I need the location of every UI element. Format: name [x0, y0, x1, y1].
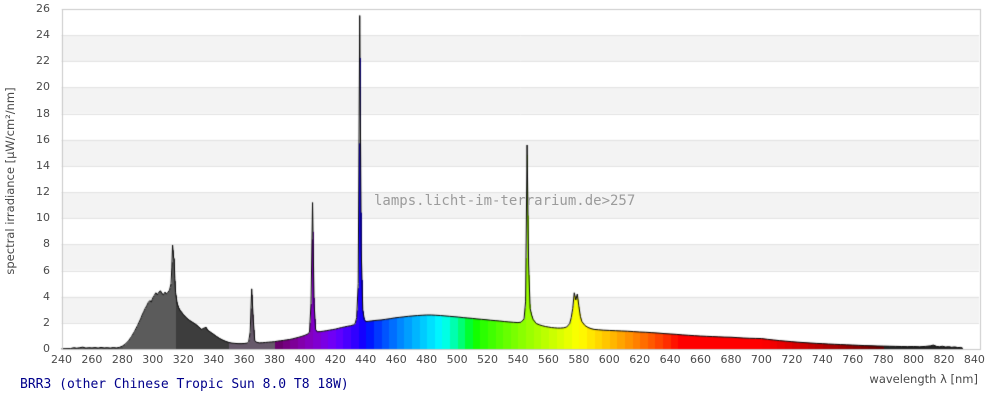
x-tick-label: 640: [659, 353, 681, 366]
y-tick-label: 22: [36, 54, 50, 68]
x-tick-label: 300: [142, 353, 164, 366]
watermark: lamps.licht-im-terrarium.de>257: [374, 193, 636, 209]
x-tick-label: 680: [720, 353, 742, 366]
y-tick-label: 18: [36, 106, 50, 120]
x-tick-label: 400: [294, 353, 316, 366]
x-tick-label: 700: [750, 353, 772, 366]
y-tick-label: 16: [36, 132, 50, 146]
x-tick-label: 360: [233, 353, 255, 366]
y-axis-title: spectral irradiance [µW/cm²/nm]: [3, 87, 17, 275]
x-tick-label: 840: [963, 353, 985, 366]
y-tick-label: 0: [43, 342, 50, 355]
y-tick-label: 6: [43, 263, 50, 277]
x-tick-label: 320: [172, 353, 194, 366]
x-tick-label: 760: [842, 353, 864, 366]
x-tick-label: 500: [446, 353, 468, 366]
x-tick-label: 240: [51, 353, 72, 366]
x-tick-label: 740: [811, 353, 833, 366]
x-tick-label: 540: [507, 353, 529, 366]
x-tick-label: 340: [203, 353, 225, 366]
x-tick-label: 440: [355, 353, 377, 366]
x-tick-label: 260: [81, 353, 103, 366]
x-tick-label: 460: [385, 353, 407, 366]
y-tick-label: 12: [36, 185, 50, 199]
x-tick-label: 600: [598, 353, 620, 366]
y-tick-label: 4: [43, 289, 50, 303]
x-tick-label: 420: [324, 353, 346, 366]
y-tick-label: 20: [36, 80, 50, 94]
y-tick-label: 2: [43, 315, 50, 329]
x-tick-label: 380: [264, 353, 286, 366]
x-tick-label: 780: [872, 353, 894, 366]
y-tick-label: 10: [36, 211, 50, 225]
x-tick-label: 720: [781, 353, 803, 366]
x-tick-label: 520: [477, 353, 499, 366]
x-tick-label: 580: [568, 353, 590, 366]
y-tick-label: 8: [43, 237, 50, 251]
x-tick-label: 480: [416, 353, 438, 366]
x-tick-label: 560: [537, 353, 559, 366]
x-tick-label: 800: [903, 353, 925, 366]
x-tick-label: 620: [629, 353, 651, 366]
x-tick-label: 660: [690, 353, 712, 366]
y-tick-label: 14: [36, 158, 50, 172]
y-tick-label: 26: [36, 2, 50, 15]
y-tick-label: 24: [36, 28, 50, 42]
x-tick-label: 820: [933, 353, 955, 366]
x-axis-title: wavelength λ [nm]: [869, 372, 978, 386]
chart-title: BRR3 (other Chinese Tropic Sun 8.0 T8 18…: [20, 377, 349, 392]
x-tick-label: 280: [111, 353, 133, 366]
